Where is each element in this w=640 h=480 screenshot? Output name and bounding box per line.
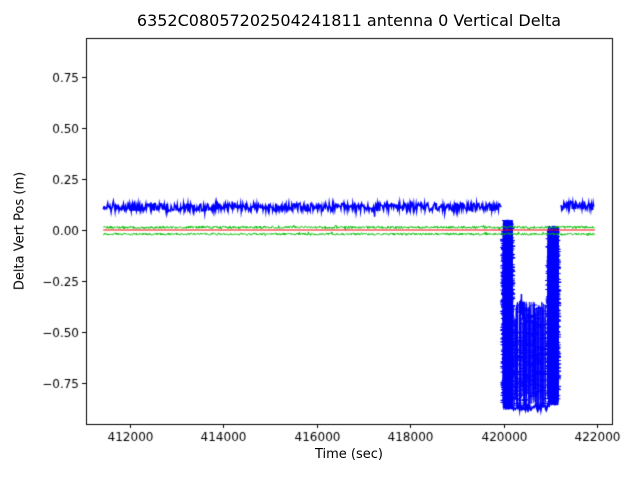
y-axis-label: Delta Vert Pos (m) [12, 171, 28, 291]
x-axis-label: Time (sec) [314, 447, 383, 462]
chart-title: 6352C08057202504241811 antenna 0 Vertica… [136, 11, 562, 30]
